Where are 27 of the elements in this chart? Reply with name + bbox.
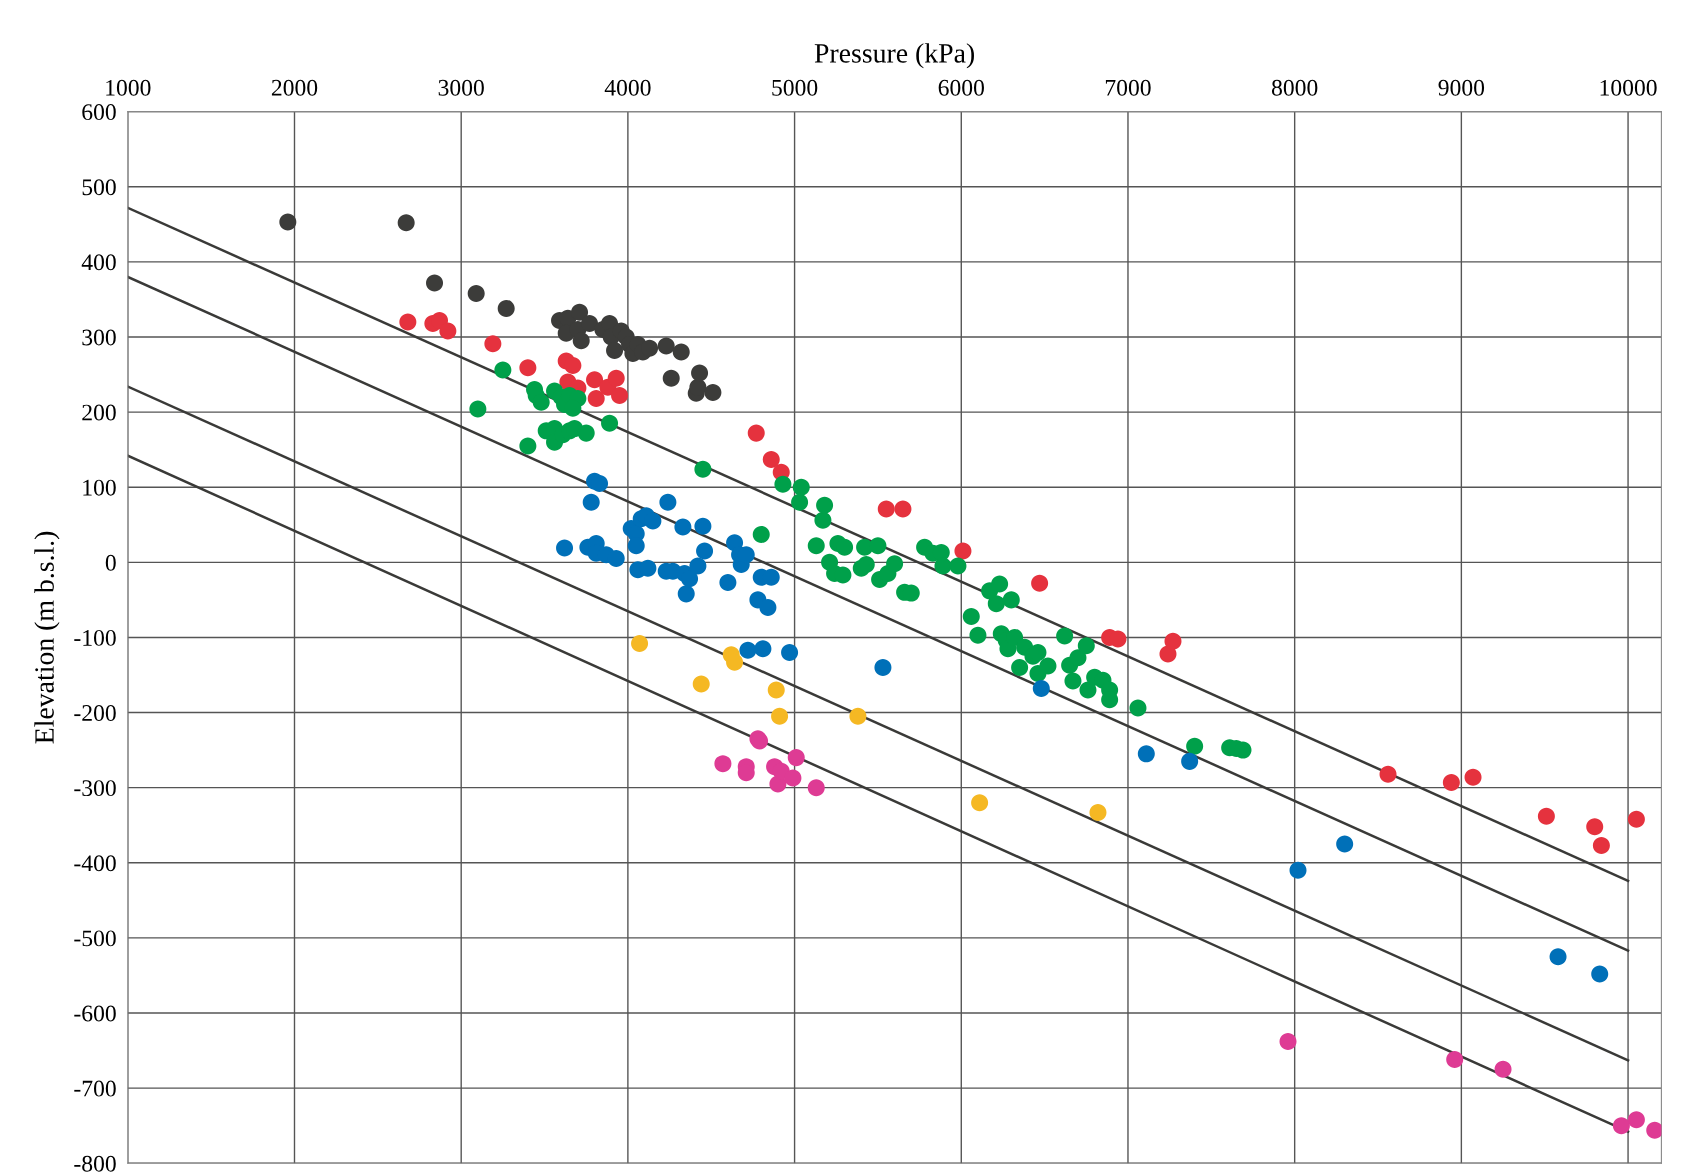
x-tick-label: 1000	[106, 79, 151, 96]
x-tick-label: 8000	[1271, 79, 1318, 96]
y-tick-label: -700	[74, 1080, 116, 1097]
y-tick-label: -800	[74, 1155, 116, 1172]
y-tick-label: 300	[82, 329, 116, 346]
x-tick-label: 5000	[772, 79, 818, 96]
y-tick-label: -100	[74, 629, 116, 646]
x-tick-label: 9000	[1438, 79, 1485, 96]
x-tick-label: 6000	[938, 79, 984, 96]
y-tick-label: 0	[105, 554, 116, 571]
x-tick-label: 2000	[271, 79, 318, 96]
y-tick-label: -300	[74, 780, 116, 797]
y-tick-label: 200	[82, 404, 116, 421]
x-tick-label: 3000	[438, 79, 484, 96]
y-tick-label: 600	[82, 104, 116, 121]
y-tick-label: -200	[74, 705, 116, 721]
x-tick-label: 10000	[1600, 79, 1657, 96]
y-tick-label: 400	[81, 254, 116, 271]
y-tick-label: -400	[74, 855, 116, 872]
x-tick-label: 7000	[1105, 79, 1151, 96]
x-tick-label: 4000	[604, 79, 651, 96]
y-tick-label: 100	[83, 479, 116, 496]
x-axis-title: Pressure (kPa)	[814, 43, 974, 69]
y-tick-label: -500	[74, 930, 116, 947]
y-tick-label: 500	[82, 179, 116, 196]
y-axis-title: Elevation (m b.s.l.)	[34, 531, 60, 744]
y-tick-label: -600	[74, 1005, 116, 1022]
